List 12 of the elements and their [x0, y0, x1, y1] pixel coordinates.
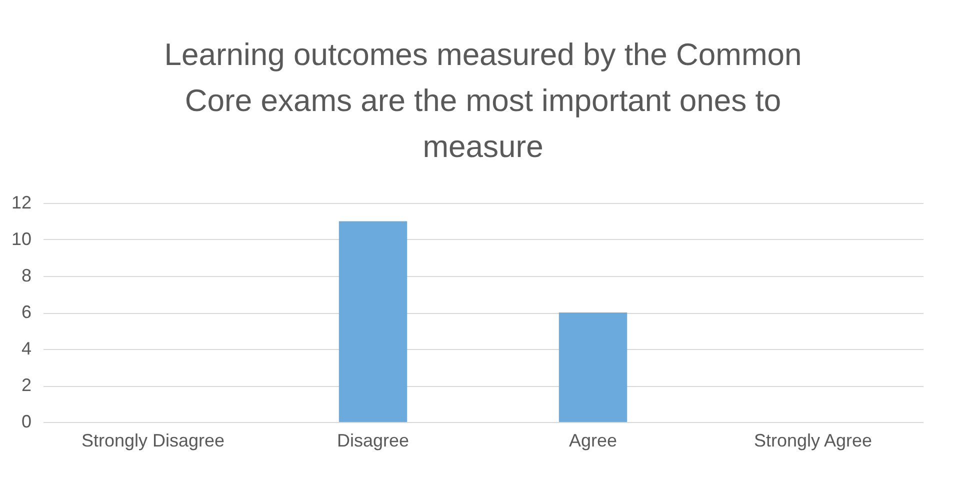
y-tick-label: 10	[11, 229, 32, 249]
x-tick-label: Agree	[568, 430, 618, 450]
x-tick-label: Strongly Agree	[754, 430, 872, 450]
y-tick-label: 12	[11, 192, 32, 212]
x-tick-label: Disagree	[336, 430, 410, 450]
chart-title: Learning outcomes measured by the Common Core exams are the most important ones to measure	[164, 37, 802, 164]
y-tick-label: 0	[21, 412, 32, 432]
y-tick-label: 8	[21, 266, 32, 286]
y-tick-label: 4	[21, 338, 32, 358]
y-tick-label: 2	[21, 375, 32, 395]
x-tick-label: Strongly Disagree	[81, 430, 225, 450]
y-tick-label: 6	[21, 302, 32, 322]
